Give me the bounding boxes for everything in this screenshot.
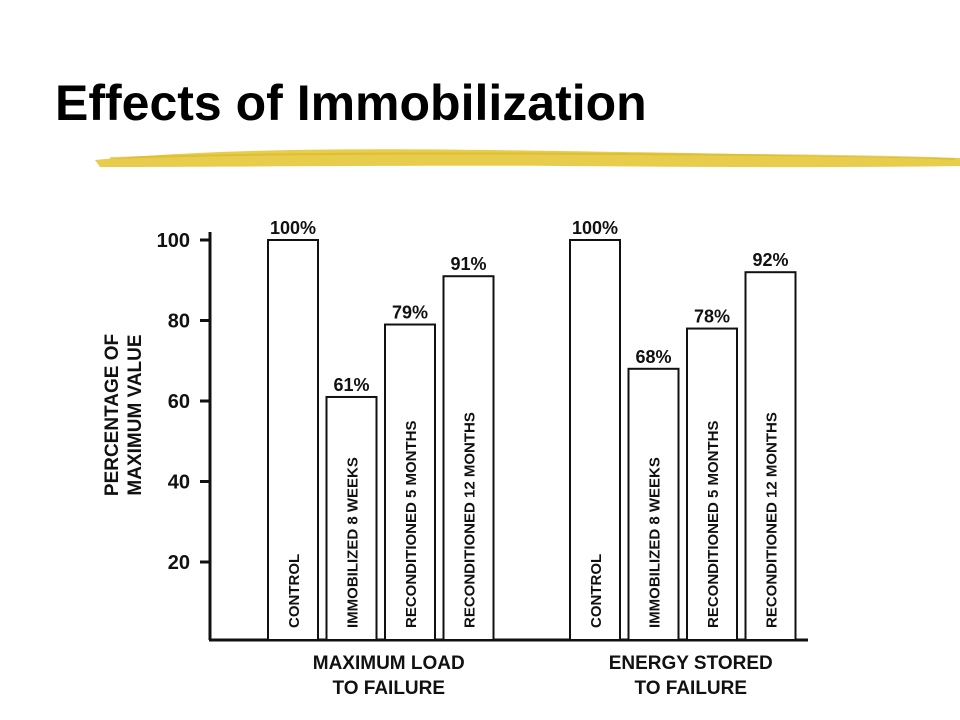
bar-category-label: RECONDITIONED 5 MONTHS	[403, 420, 420, 628]
y-axis-title: PERCENTAGE OF MAXIMUM VALUE	[102, 334, 146, 496]
bar	[267, 239, 319, 641]
y-tick-label: 100	[157, 230, 190, 252]
y-axis-title-line: PERCENTAGE OF	[102, 334, 123, 496]
bar	[325, 395, 378, 641]
y-tick-label: 40	[168, 472, 190, 494]
bar	[744, 271, 797, 641]
bar-category-label: RECONDITIONED 12 MONTHS	[462, 412, 479, 628]
bar-value-label: 79%	[392, 303, 428, 323]
y-tick-label: 20	[168, 552, 190, 574]
bar-category-label: CONTROL	[286, 554, 303, 628]
group-label-line: MAXIMUM LOAD	[313, 653, 465, 674]
bar-value-label: 68%	[635, 347, 671, 367]
bars: 100% CONTROL 61% IMMOBILIZED 8 WEEKS 79% RECO…	[267, 218, 797, 641]
y-tick-label: 60	[168, 391, 190, 413]
bar-value-label: 61%	[333, 375, 369, 395]
group-label-line: ENERGY STORED	[609, 653, 773, 674]
group-labels: MAXIMUM LOAD TO FAILURE ENERGY STORED TO FA…	[313, 653, 773, 699]
bar	[627, 367, 680, 641]
bar-category-label: RECONDITIONED 12 MONTHS	[764, 412, 781, 628]
bar-value-label: 92%	[752, 250, 788, 270]
bar	[384, 323, 436, 641]
bar	[569, 239, 621, 641]
bar-category-label: RECONDITIONED 5 MONTHS	[705, 420, 722, 628]
group-label-line: TO FAILURE	[634, 678, 747, 699]
bar-value-label: 78%	[694, 307, 730, 327]
bar-value-label: 100%	[270, 218, 316, 238]
bar-category-label: IMMOBILIZED 8 WEEKS	[647, 457, 664, 628]
slide-title: Effects of Immobilization	[55, 75, 647, 131]
y-axis-title-line: MAXIMUM VALUE	[125, 334, 146, 495]
group-label-line: TO FAILURE	[332, 678, 445, 699]
bar	[442, 275, 495, 641]
y-tick-label: 80	[168, 311, 190, 333]
bar-category-label: CONTROL	[588, 554, 605, 628]
y-axis-ticks: 20 40 60 80 100	[157, 230, 210, 574]
bar-category-label: IMMOBILIZED 8 WEEKS	[345, 457, 362, 628]
bar-value-label: 100%	[572, 218, 618, 238]
bar	[686, 327, 738, 641]
bar-value-label: 91%	[450, 254, 486, 274]
